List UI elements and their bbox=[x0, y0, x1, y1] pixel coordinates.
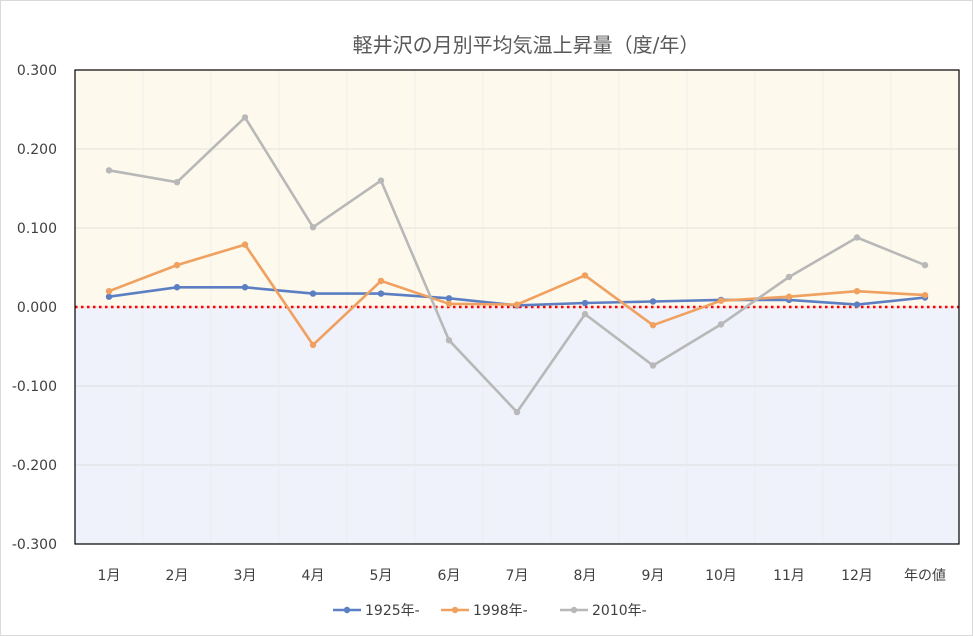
data-point-s0-5 bbox=[445, 295, 453, 302]
data-point-s2-11 bbox=[853, 234, 861, 241]
data-point-s1-1 bbox=[173, 261, 181, 269]
x-tick-label: 12月 bbox=[841, 568, 873, 584]
positive-band bbox=[75, 70, 959, 307]
plot-area-border bbox=[74, 69, 960, 545]
data-point-s1-7 bbox=[581, 272, 589, 279]
x-tick-label: 10月 bbox=[705, 568, 737, 584]
y-tick-label: -0.300 bbox=[12, 537, 57, 553]
data-point-s2-1 bbox=[173, 178, 181, 186]
series-points bbox=[105, 114, 929, 416]
background-bands bbox=[75, 70, 959, 544]
chart-title: 軽井沢の月別平均気温上昇量（度/年） bbox=[353, 33, 700, 57]
data-point-s0-1 bbox=[173, 284, 181, 291]
data-point-s2-3 bbox=[309, 224, 317, 231]
x-tick-label: 2月 bbox=[166, 568, 189, 584]
data-point-s1-12 bbox=[921, 291, 929, 299]
data-point-s1-5 bbox=[445, 300, 453, 308]
legend: 1925年- 1998年- 2010年- bbox=[333, 603, 647, 619]
data-point-s2-2 bbox=[241, 114, 249, 121]
data-point-s2-0 bbox=[105, 167, 113, 174]
y-tick-label: -0.200 bbox=[12, 458, 57, 474]
data-point-s0-4 bbox=[377, 290, 385, 297]
data-point-s2-12 bbox=[921, 261, 929, 269]
data-point-s0-3 bbox=[309, 290, 317, 297]
data-point-s0-7 bbox=[581, 299, 589, 307]
legend-marker-2 bbox=[570, 606, 578, 614]
legend-label-1: 1998年- bbox=[473, 603, 528, 619]
y-tick-label: 0.000 bbox=[17, 300, 57, 316]
data-point-s0-11 bbox=[853, 301, 861, 308]
data-point-s1-6 bbox=[513, 301, 521, 308]
x-tick-label: 6月 bbox=[438, 568, 461, 584]
data-point-s0-2 bbox=[241, 284, 249, 291]
y-axis-ticks: 0.300 0.200 0.100 0.000 -0.100 -0.200 -0.300 bbox=[12, 63, 57, 553]
data-point-s1-9 bbox=[717, 297, 725, 304]
x-axis-ticks: 1月 2月 3月 4月 5月 6月 7月 8月 9月 10月 11月 12月 年の値 bbox=[98, 568, 946, 584]
x-tick-label: 3月 bbox=[234, 568, 257, 584]
legend-marker-0 bbox=[343, 606, 351, 614]
x-tick-label: 11月 bbox=[773, 568, 805, 584]
data-point-s0-8 bbox=[649, 298, 657, 305]
x-tick-label: 年の値 bbox=[904, 568, 946, 584]
x-tick-label: 9月 bbox=[642, 568, 665, 584]
legend-marker-1 bbox=[451, 606, 459, 614]
y-tick-label: 0.100 bbox=[17, 221, 57, 237]
data-point-s1-10 bbox=[785, 293, 793, 300]
data-point-s1-3 bbox=[309, 341, 317, 349]
x-tick-label: 7月 bbox=[506, 568, 529, 584]
data-point-s1-0 bbox=[105, 288, 113, 295]
x-tick-label: 8月 bbox=[574, 568, 597, 584]
y-tick-label: 0.200 bbox=[17, 142, 57, 158]
data-point-s2-5 bbox=[445, 336, 453, 344]
data-point-s1-4 bbox=[377, 277, 385, 285]
data-point-s2-9 bbox=[717, 321, 725, 328]
data-point-s2-7 bbox=[581, 310, 589, 318]
x-tick-label: 4月 bbox=[302, 568, 325, 584]
x-tick-label: 1月 bbox=[98, 568, 121, 584]
data-point-s2-6 bbox=[513, 408, 521, 416]
data-point-s1-11 bbox=[853, 288, 861, 295]
data-point-s1-2 bbox=[241, 241, 249, 248]
legend-label-0: 1925年- bbox=[365, 603, 420, 619]
y-tick-label: 0.300 bbox=[17, 63, 57, 79]
x-tick-label: 5月 bbox=[370, 568, 393, 584]
data-point-s2-8 bbox=[649, 362, 657, 369]
data-point-s2-4 bbox=[377, 177, 385, 184]
data-point-s2-10 bbox=[785, 273, 793, 281]
negative-band bbox=[75, 307, 959, 544]
legend-label-2: 2010年- bbox=[592, 603, 647, 619]
data-point-s0-0 bbox=[105, 293, 113, 300]
y-tick-label: -0.100 bbox=[12, 379, 57, 395]
data-point-s1-8 bbox=[649, 321, 657, 329]
